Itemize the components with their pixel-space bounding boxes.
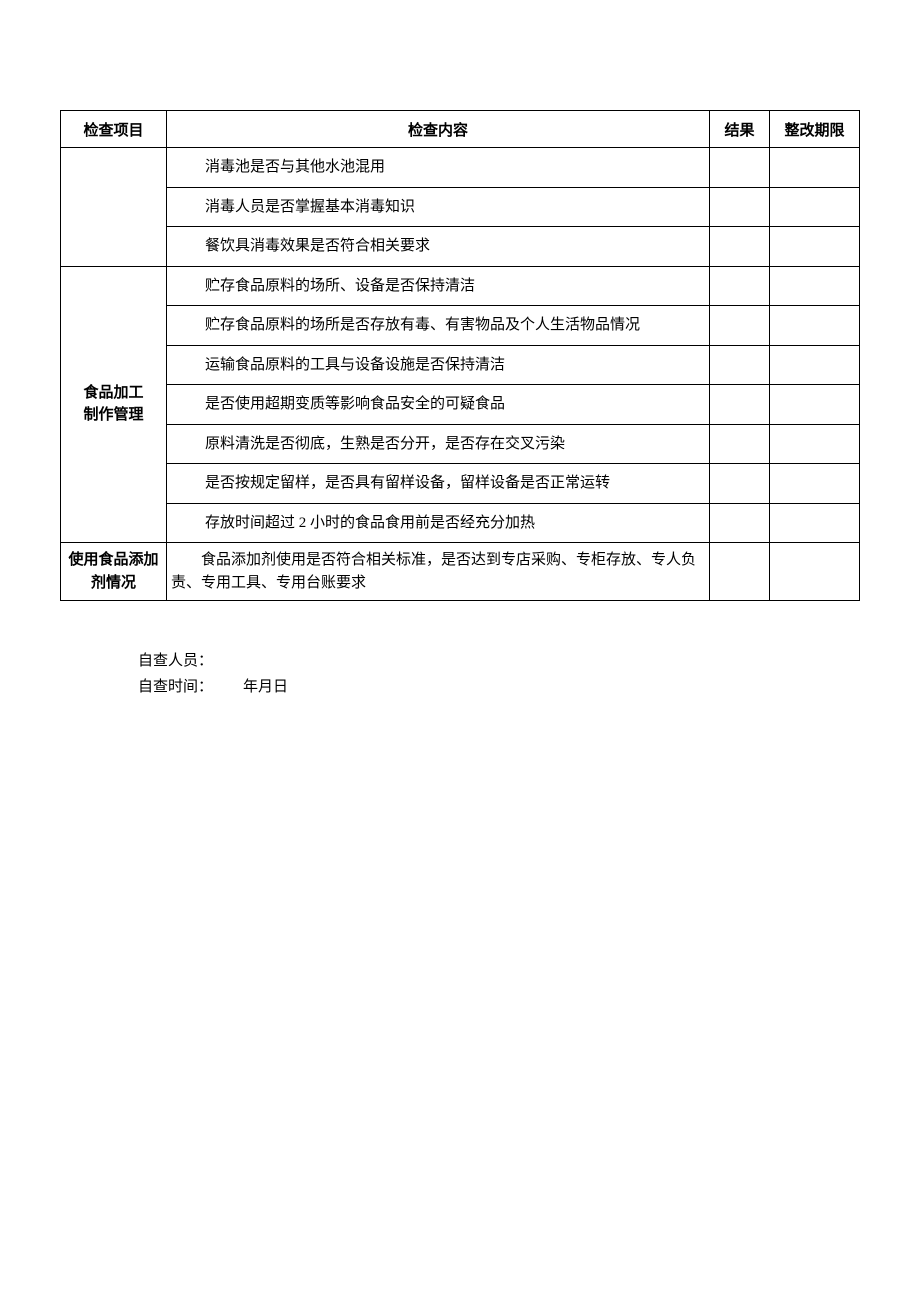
deadline-cell — [770, 543, 860, 601]
content-cell: 消毒池是否与其他水池混用 — [167, 148, 710, 188]
table-row: 运输食品原料的工具与设备设施是否保持清洁 — [61, 345, 860, 385]
deadline-cell — [770, 385, 860, 425]
inspector-time-line: 自查时间： 年月日 — [138, 675, 860, 701]
result-cell — [710, 503, 770, 543]
table-row: 贮存食品原料的场所是否存放有毒、有害物品及个人生活物品情况 — [61, 306, 860, 346]
content-cell: 贮存食品原料的场所是否存放有毒、有害物品及个人生活物品情况 — [167, 306, 710, 346]
deadline-cell — [770, 227, 860, 267]
table-row: 是否按规定留样，是否具有留样设备，留样设备是否正常运转 — [61, 464, 860, 504]
category-cell-additive: 使用食品添加 剂情况 — [61, 543, 167, 601]
deadline-cell — [770, 503, 860, 543]
category-line1: 食品加工 — [83, 385, 143, 401]
result-cell — [710, 385, 770, 425]
table-row: 原料清洗是否彻底，生熟是否分开，是否存在交叉污染 — [61, 424, 860, 464]
deadline-cell — [770, 266, 860, 306]
content-cell: 贮存食品原料的场所、设备是否保持清洁 — [167, 266, 710, 306]
table-row: 存放时间超过 2 小时的食品食用前是否经充分加热 — [61, 503, 860, 543]
table-row: 餐饮具消毒效果是否符合相关要求 — [61, 227, 860, 267]
table-row: 使用食品添加 剂情况 食品添加剂使用是否符合相关标准，是否达到专店采购、专柜存放… — [61, 543, 860, 601]
header-category: 检查项目 — [61, 111, 167, 148]
result-cell — [710, 424, 770, 464]
header-deadline: 整改期限 — [770, 111, 860, 148]
result-cell — [710, 148, 770, 188]
result-cell — [710, 464, 770, 504]
table-row: 消毒池是否与其他水池混用 — [61, 148, 860, 188]
deadline-cell — [770, 464, 860, 504]
content-cell: 消毒人员是否掌握基本消毒知识 — [167, 187, 710, 227]
deadline-cell — [770, 187, 860, 227]
inspector-staff-line: 自查人员： — [138, 649, 860, 675]
table-row: 消毒人员是否掌握基本消毒知识 — [61, 187, 860, 227]
result-cell — [710, 543, 770, 601]
category-line2: 剂情况 — [91, 575, 136, 591]
content-cell: 运输食品原料的工具与设备设施是否保持清洁 — [167, 345, 710, 385]
deadline-cell — [770, 424, 860, 464]
result-cell — [710, 187, 770, 227]
content-cell: 是否使用超期变质等影响食品安全的可疑食品 — [167, 385, 710, 425]
header-content: 检查内容 — [167, 111, 710, 148]
content-cell: 食品添加剂使用是否符合相关标准，是否达到专店采购、专柜存放、专人负责、专用工具、… — [167, 543, 710, 601]
result-cell — [710, 306, 770, 346]
category-line2: 制作管理 — [83, 407, 143, 423]
content-cell: 餐饮具消毒效果是否符合相关要求 — [167, 227, 710, 267]
staff-label: 自查人员： — [138, 653, 213, 669]
date-format: 年月日 — [243, 679, 288, 695]
inspection-table: 检查项目 检查内容 结果 整改期限 消毒池是否与其他水池混用 消毒人员是否掌握基… — [60, 110, 860, 601]
deadline-cell — [770, 306, 860, 346]
result-cell — [710, 227, 770, 267]
category-cell-processing: 食品加工 制作管理 — [61, 266, 167, 543]
footer-section: 自查人员： 自查时间： 年月日 — [138, 649, 860, 700]
category-cell-blank — [61, 148, 167, 267]
content-cell: 存放时间超过 2 小时的食品食用前是否经充分加热 — [167, 503, 710, 543]
deadline-cell — [770, 345, 860, 385]
result-cell — [710, 345, 770, 385]
table-row: 是否使用超期变质等影响食品安全的可疑食品 — [61, 385, 860, 425]
deadline-cell — [770, 148, 860, 188]
content-cell: 是否按规定留样，是否具有留样设备，留样设备是否正常运转 — [167, 464, 710, 504]
table-row: 食品加工 制作管理 贮存食品原料的场所、设备是否保持清洁 — [61, 266, 860, 306]
result-cell — [710, 266, 770, 306]
category-line1: 使用食品添加 — [68, 552, 158, 568]
header-result: 结果 — [710, 111, 770, 148]
content-cell: 原料清洗是否彻底，生熟是否分开，是否存在交叉污染 — [167, 424, 710, 464]
time-label: 自查时间： — [138, 679, 213, 695]
table-header-row: 检查项目 检查内容 结果 整改期限 — [61, 111, 860, 148]
